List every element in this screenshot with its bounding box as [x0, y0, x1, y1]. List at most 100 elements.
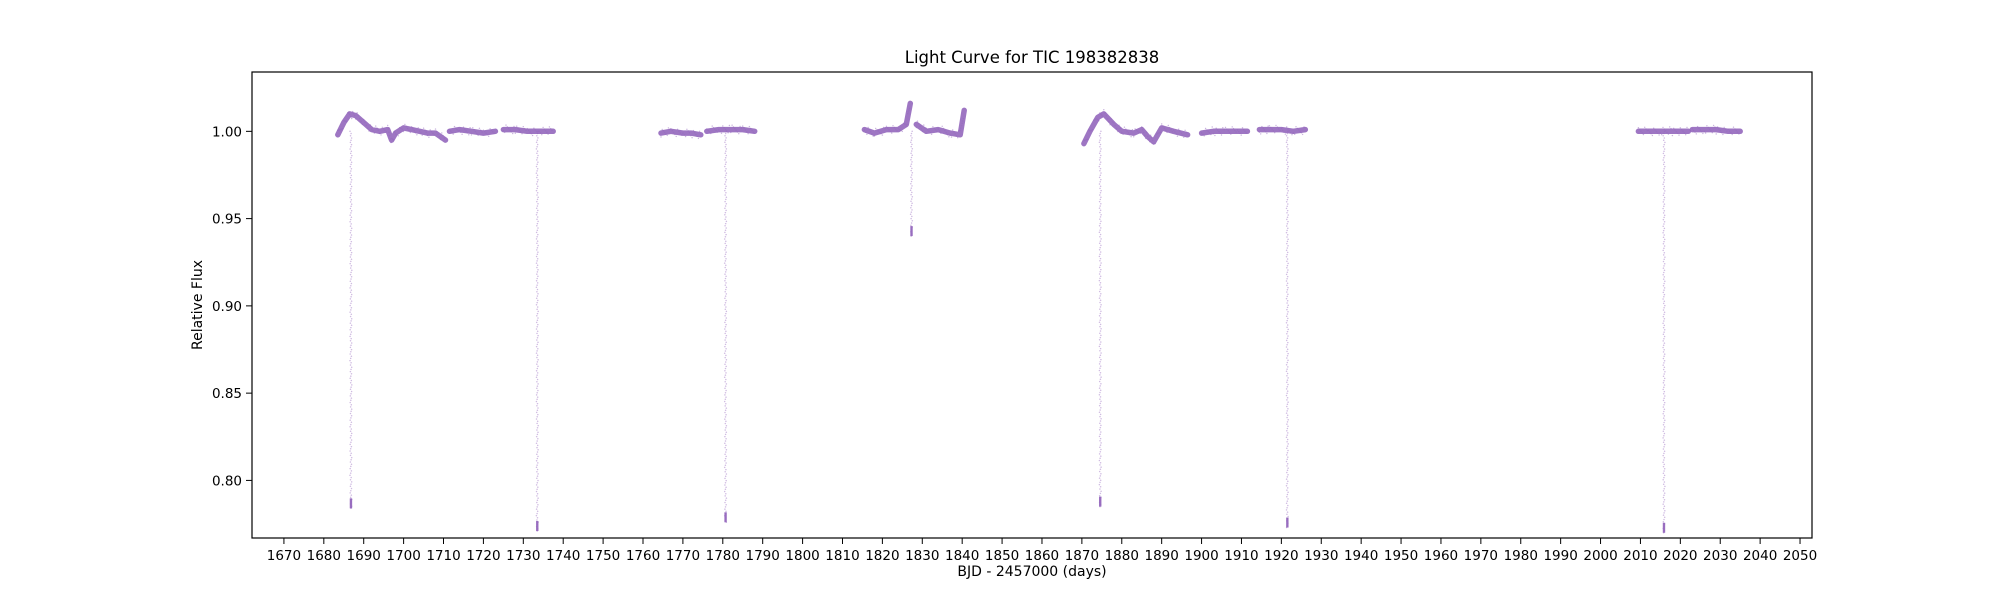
data-point	[349, 267, 352, 269]
data-point	[1673, 127, 1675, 129]
data-point	[1099, 350, 1101, 352]
data-point	[1098, 369, 1101, 372]
data-point	[537, 220, 539, 223]
data-point	[1662, 126, 1664, 129]
x-tick-label: 1700	[386, 548, 420, 564]
data-point	[1286, 139, 1288, 141]
data-point	[724, 464, 727, 466]
data-point	[1100, 431, 1102, 433]
data-point	[715, 129, 717, 132]
data-point	[536, 277, 538, 280]
data-point	[724, 297, 726, 300]
data-point	[536, 271, 539, 273]
data-point	[350, 487, 353, 490]
data-point	[536, 240, 539, 242]
data-point	[1662, 340, 1664, 342]
data-point	[536, 519, 538, 521]
data-point	[1286, 161, 1289, 163]
data-point	[1100, 262, 1102, 264]
data-point	[1286, 458, 1288, 461]
data-point	[910, 176, 912, 178]
data-point	[350, 282, 353, 285]
data-point	[734, 127, 736, 130]
data-point	[870, 131, 872, 133]
data-point	[1286, 482, 1288, 485]
data-point	[706, 128, 708, 130]
data-point	[680, 134, 683, 136]
data-point	[392, 139, 395, 141]
data-point	[1287, 504, 1289, 507]
data-point	[1100, 292, 1102, 295]
data-point	[1662, 298, 1664, 300]
data-point	[1286, 357, 1288, 359]
data-point	[679, 132, 681, 134]
data-point	[1144, 134, 1146, 137]
data-point	[1288, 130, 1291, 132]
data-point	[1204, 127, 1207, 130]
data-point	[350, 216, 353, 219]
data-point	[518, 129, 520, 131]
data-point	[707, 129, 709, 132]
data-point	[1087, 138, 1089, 140]
data-point	[1208, 132, 1211, 134]
data-point	[1098, 249, 1101, 251]
data-point	[1286, 157, 1289, 159]
data-point	[1279, 129, 1281, 132]
data-segment	[658, 127, 704, 140]
data-point	[724, 319, 727, 321]
data-point	[724, 308, 727, 310]
data-point	[535, 435, 538, 438]
data-point	[897, 128, 899, 130]
data-point	[1286, 302, 1288, 304]
data-point	[676, 128, 679, 130]
data-point	[1290, 132, 1292, 134]
data-point	[1099, 433, 1101, 435]
data-point	[1098, 224, 1101, 227]
data-point	[1216, 129, 1219, 131]
data-point	[724, 271, 727, 273]
data-point	[1176, 135, 1179, 137]
data-point	[750, 127, 752, 130]
data-point	[364, 121, 366, 124]
data-point	[1099, 371, 1102, 374]
data-point	[504, 131, 506, 134]
data-point	[889, 130, 892, 133]
data-point	[480, 129, 482, 131]
x-tick-label: 1670	[267, 548, 301, 564]
data-point	[1258, 131, 1261, 133]
data-point	[349, 207, 352, 210]
data-point	[367, 127, 369, 129]
data-point	[726, 130, 728, 132]
data-point	[1109, 124, 1111, 126]
data-point	[537, 323, 539, 326]
data-point	[724, 170, 727, 172]
data-point	[383, 128, 385, 130]
data-point	[1266, 132, 1268, 135]
data-point	[1664, 371, 1666, 373]
data-point	[724, 460, 726, 462]
data-point	[536, 284, 538, 286]
data-point	[1099, 218, 1101, 220]
data-point	[538, 130, 540, 132]
data-point	[536, 143, 539, 146]
data-point	[1141, 126, 1143, 128]
data-point	[536, 260, 538, 262]
data-point	[536, 451, 539, 453]
data-point	[430, 130, 433, 133]
data-point	[537, 413, 539, 416]
data-point	[1663, 181, 1665, 183]
data-point	[1662, 490, 1665, 492]
x-tick-label: 1750	[586, 548, 620, 564]
data-point	[1167, 124, 1170, 127]
data-point	[690, 135, 692, 137]
data-point	[1662, 309, 1665, 311]
data-point	[1099, 336, 1102, 339]
data-point	[349, 291, 352, 294]
data-point	[1662, 212, 1665, 214]
data-point	[1099, 167, 1102, 170]
data-point	[1212, 133, 1215, 135]
data-point	[724, 225, 726, 227]
x-tick-label: 1680	[307, 548, 341, 564]
data-point	[1099, 422, 1101, 424]
data-point	[910, 169, 912, 172]
